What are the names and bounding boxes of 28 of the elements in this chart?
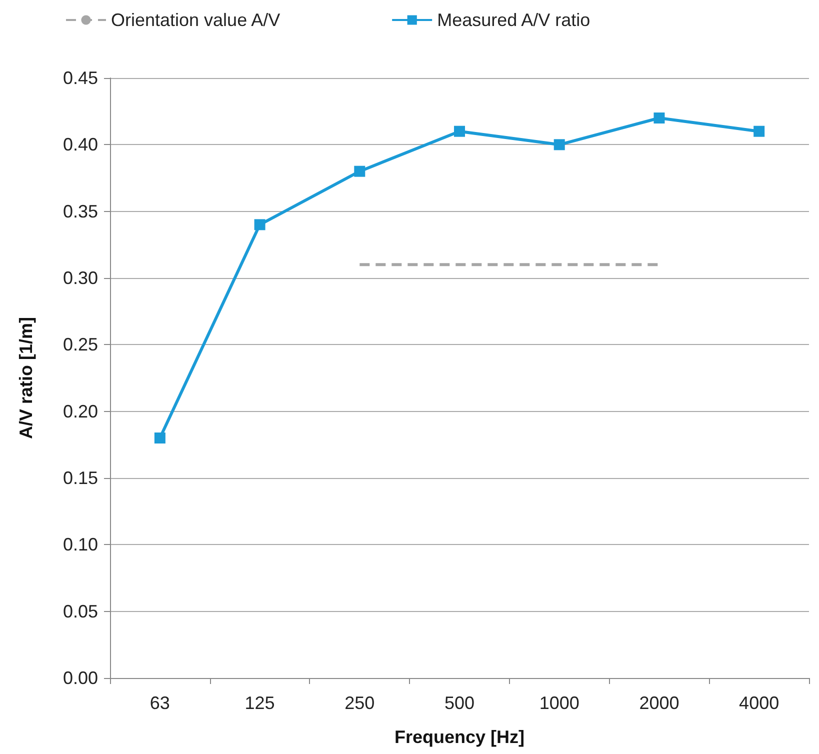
y-tick-label: 0.00 xyxy=(62,668,98,688)
y-tick-label: 0.05 xyxy=(62,601,98,622)
y-tick-label: 0.10 xyxy=(62,534,98,555)
legend-label: Orientation value A/V xyxy=(111,10,280,30)
point xyxy=(554,139,565,150)
x-tick-label: 2000 xyxy=(639,693,680,713)
y-tick-label: 0.40 xyxy=(62,134,98,155)
x-tick-label: 1000 xyxy=(539,693,580,713)
y-tick-label: 0.25 xyxy=(62,334,98,355)
y-tick-label: 0.15 xyxy=(62,468,98,488)
point xyxy=(354,166,366,177)
point xyxy=(754,126,765,137)
legend-label: Measured A/V ratio xyxy=(437,10,590,30)
x-axis-title: Frequency [Hz] xyxy=(394,727,525,747)
point xyxy=(154,432,166,444)
x-tick-label: 63 xyxy=(150,693,170,713)
y-tick-label: 0.35 xyxy=(62,201,98,222)
x-tick-label: 500 xyxy=(444,693,475,713)
x-tick-label: 125 xyxy=(244,693,275,713)
y-tick-label: 0.30 xyxy=(62,268,98,288)
y-axis-title: A/V ratio [1/m] xyxy=(16,316,36,440)
point xyxy=(254,219,266,230)
y-tick-label: 0.20 xyxy=(62,401,98,422)
x-tick-label: 4000 xyxy=(739,693,780,713)
point xyxy=(654,112,665,124)
y-tick-label: 0.45 xyxy=(62,68,98,88)
point xyxy=(454,126,465,137)
x-tick-label: 250 xyxy=(344,693,375,713)
